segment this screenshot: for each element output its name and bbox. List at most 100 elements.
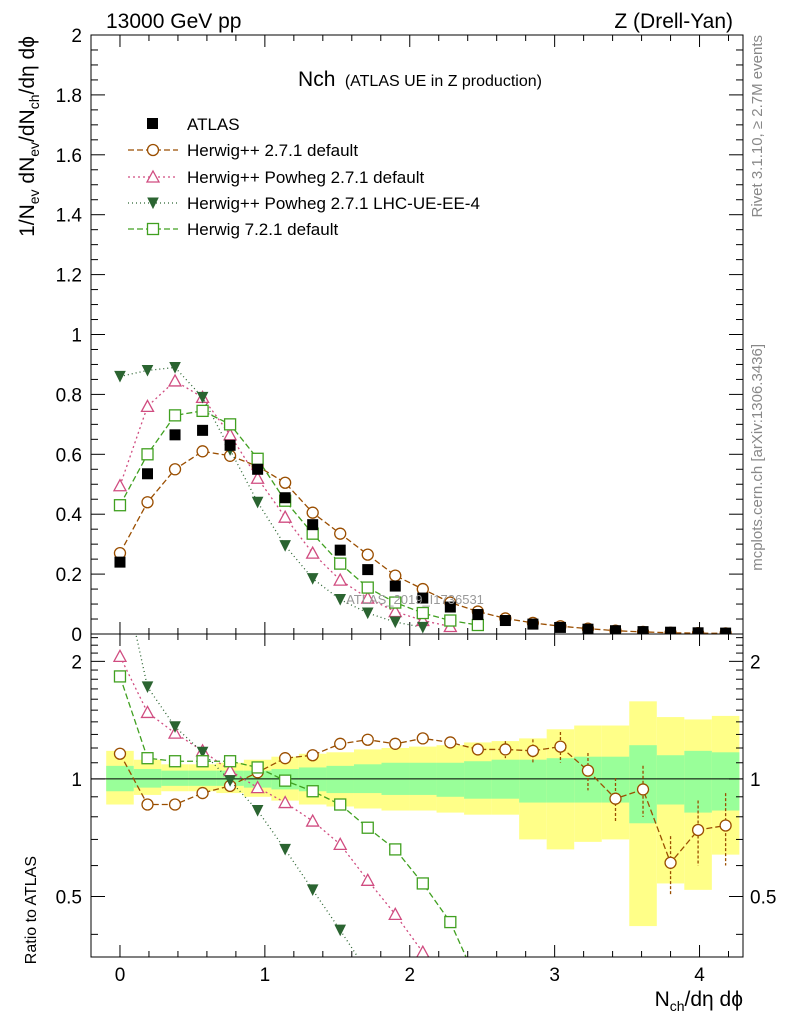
series-3-point: [251, 452, 264, 465]
series-2-line: [119, 366, 423, 629]
series-0-point: [279, 476, 292, 489]
ratio-panel-frame: [90, 633, 744, 958]
uncertainty-band-inner: [436, 762, 465, 797]
header-left-label: 13000 GeV pp: [106, 10, 241, 33]
series-2-point: [141, 364, 154, 377]
x-axis-label: Nch/dη dϕ: [655, 988, 743, 1014]
ratio-series-3-point: [389, 843, 402, 856]
data-point-atlas: [720, 627, 732, 634]
ratio-series-3-point: [141, 752, 154, 765]
series-0-point: [306, 506, 319, 519]
legend-label-herwigpp-powheg: Herwig++ Powheg 2.7.1 default: [187, 168, 424, 187]
y-tick-label: 1.6: [56, 146, 82, 167]
data-point-atlas: [444, 601, 456, 613]
data-point-atlas: [334, 544, 346, 556]
uncertainty-band-inner: [161, 770, 189, 786]
legend-marker-herwigpp-powheg-ue: [147, 197, 159, 210]
data-point-atlas: [224, 439, 236, 451]
ratio-series-1-point: [416, 944, 430, 957]
series-0-point: [361, 548, 374, 561]
data-point-atlas: [417, 592, 429, 604]
ratio-series-3-point: [306, 785, 319, 798]
mcplots-label: mcplots.cern.ch [arXiv:1306.3436]: [749, 344, 766, 571]
ratio-series-0-point: [554, 740, 567, 753]
ratio-y-tick-label: 2: [71, 652, 82, 673]
ratio-series-2-point: [196, 746, 209, 759]
data-point-atlas: [582, 623, 594, 634]
ratio-series-1-point: [250, 780, 265, 794]
ratio-series-3-point: [223, 755, 237, 768]
chart-title: Nch (ATLAS UE in Z production): [298, 68, 542, 91]
ratio-series-0-point: [113, 747, 127, 760]
ratio-series-3-point: [416, 877, 429, 890]
ratio-series-3-point: [279, 774, 292, 787]
legend-entry-herwigpp-powheg-ue: Herwig++ Powheg 2.7.1 LHC-UE-EE-4: [128, 194, 480, 213]
data-point-atlas: [252, 463, 264, 475]
legend-label-herwig7-default: Herwig 7.2.1 default: [187, 220, 338, 239]
legend-marker-atlas: [147, 118, 158, 129]
y-tick-label: 0.8: [56, 385, 82, 406]
y-tick-label: 2: [71, 26, 82, 47]
series-2-point: [279, 540, 291, 552]
ratio-series-1-point: [278, 795, 293, 809]
ratio-series-0-point: [141, 798, 154, 811]
legend-marker-herwigpp-powheg: [145, 169, 161, 183]
series-3-point: [223, 418, 237, 431]
ylabel-part-base: 1/N: [16, 204, 39, 237]
series-0-point: [389, 569, 402, 582]
data-point-atlas: [637, 626, 649, 634]
data-point-atlas: [609, 625, 621, 634]
main-panel: 0 0.2 0.4 0.6 0.8 1 1.2 1.4 1.6 1.8 2 Nch (ATLAS U…: [16, 26, 744, 646]
data-point-atlas: [472, 609, 484, 621]
rivet-version-label: Rivet 3.1.10, ≥ 2.7M events: [749, 35, 766, 218]
legend-label-herwigpp-default: Herwig++ 2.7.1 default: [187, 141, 358, 160]
ratio-series-2-point: [224, 775, 236, 787]
data-point-atlas: [307, 519, 319, 531]
series-2-point: [251, 496, 264, 509]
ratio-series-0-point: [168, 798, 182, 811]
data-point-atlas: [279, 492, 291, 504]
series-3-point: [444, 614, 457, 627]
series-2-point: [416, 621, 429, 634]
series-3-point: [168, 409, 182, 422]
uncertainty-band-inner: [464, 761, 492, 799]
ratio-y-tick-label: 0.5: [56, 888, 82, 909]
legend: ATLAS Herwig++ 2.7.1 default Herwig++ Po…: [128, 115, 480, 239]
y-tick-label: 0.4: [56, 505, 83, 526]
series-2-point: [196, 391, 209, 404]
series-0-point: [168, 463, 182, 476]
main-plot-area: [112, 361, 732, 634]
data-point-atlas: [362, 564, 374, 576]
chart-title-sub: (ATLAS UE in Z production): [345, 73, 542, 90]
series-2-point: [114, 370, 126, 383]
ylabel-part-sub1: ev: [26, 189, 42, 204]
ratio-plot-area: [91, 634, 743, 957]
x-tick-label: 3: [549, 965, 560, 986]
ratio-series-1-point: [305, 813, 320, 827]
uncertainty-band-inner: [656, 755, 685, 805]
ratio-series-1-point: [140, 705, 155, 719]
y-tick-label: 0.6: [56, 445, 82, 466]
series-3-point: [334, 557, 347, 570]
ratio-series-0-point: [609, 792, 622, 805]
header-right-label: Z (Drell-Yan): [614, 10, 733, 33]
ratio-series-2-point: [251, 805, 264, 817]
chart-title-main: Nch: [298, 68, 335, 91]
ratio-series-2-point: [141, 681, 154, 694]
series-2-point: [306, 573, 319, 585]
legend-entry-herwigpp-powheg: Herwig++ Powheg 2.7.1 default: [128, 168, 424, 187]
ylabel-part-sub3: ch: [26, 94, 42, 109]
ratio-series-0-point: [526, 744, 540, 758]
y-tick-label: 1.8: [56, 86, 82, 107]
data-point-atlas: [527, 618, 539, 630]
legend-entry-herwig7-default: Herwig 7.2.1 default: [128, 220, 338, 239]
series-1-point: [305, 545, 320, 559]
xlabel-part-sub: ch: [670, 998, 685, 1014]
uncertainty-band-inner: [519, 759, 547, 803]
legend-label-herwigpp-powheg-ue: Herwig++ Powheg 2.7.1 LHC-UE-EE-4: [187, 194, 480, 213]
ratio-y-tick-label-right: 1: [750, 770, 761, 791]
ratio-y-tick-label-right: 2: [750, 652, 761, 673]
ratio-series-0-point: [416, 732, 429, 745]
y-tick-label: 1: [71, 326, 82, 347]
